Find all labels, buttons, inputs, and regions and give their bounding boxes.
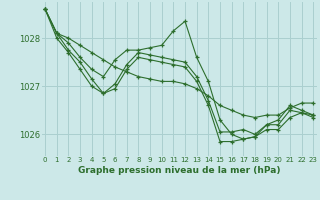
X-axis label: Graphe pression niveau de la mer (hPa): Graphe pression niveau de la mer (hPa) bbox=[78, 166, 280, 175]
